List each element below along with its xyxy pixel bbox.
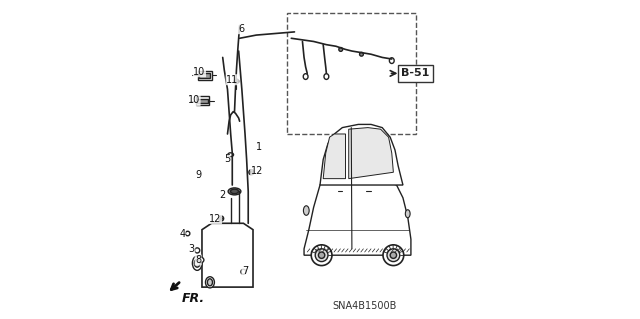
Ellipse shape [195, 248, 200, 253]
Ellipse shape [236, 80, 237, 83]
Ellipse shape [195, 259, 200, 267]
Ellipse shape [186, 231, 190, 236]
Ellipse shape [390, 252, 397, 258]
Bar [200, 73, 211, 78]
Bar [198, 71, 212, 80]
Text: 8: 8 [195, 255, 201, 265]
Ellipse shape [387, 249, 400, 262]
Polygon shape [349, 128, 394, 179]
Ellipse shape [405, 210, 410, 218]
Text: 3: 3 [189, 244, 195, 255]
Text: 12: 12 [209, 213, 221, 224]
Ellipse shape [228, 153, 234, 157]
Ellipse shape [339, 48, 342, 51]
Ellipse shape [230, 189, 239, 194]
Ellipse shape [383, 245, 404, 265]
Ellipse shape [303, 74, 308, 79]
Polygon shape [320, 124, 403, 185]
Text: 10: 10 [188, 95, 200, 106]
Ellipse shape [228, 188, 241, 195]
Ellipse shape [250, 171, 253, 174]
Ellipse shape [205, 277, 214, 288]
Polygon shape [304, 172, 411, 255]
Text: 11: 11 [226, 75, 239, 85]
Bar [197, 99, 208, 103]
Text: 10: 10 [193, 67, 205, 77]
Text: SNA4B1500B: SNA4B1500B [332, 300, 397, 311]
Ellipse shape [199, 257, 204, 263]
Text: 5: 5 [224, 154, 230, 165]
Ellipse shape [207, 279, 212, 286]
Bar [287, 13, 416, 134]
Ellipse shape [303, 206, 309, 215]
Polygon shape [202, 223, 253, 287]
Ellipse shape [234, 79, 239, 84]
Ellipse shape [249, 170, 254, 175]
Polygon shape [323, 134, 346, 179]
Ellipse shape [319, 252, 324, 258]
Text: 6: 6 [238, 24, 244, 34]
Text: 12: 12 [251, 166, 263, 176]
Text: 9: 9 [196, 170, 202, 181]
Ellipse shape [220, 218, 222, 219]
Text: 4: 4 [179, 229, 185, 240]
Text: 2: 2 [220, 189, 226, 200]
Ellipse shape [316, 249, 328, 262]
Text: B-51: B-51 [401, 68, 429, 78]
Ellipse shape [389, 58, 394, 63]
Ellipse shape [218, 216, 223, 221]
Text: 1: 1 [256, 142, 262, 152]
Ellipse shape [311, 245, 332, 265]
Text: 7: 7 [242, 266, 248, 276]
Ellipse shape [360, 52, 364, 56]
Ellipse shape [193, 256, 202, 271]
Ellipse shape [324, 74, 329, 79]
Bar [196, 96, 209, 105]
Ellipse shape [241, 269, 246, 274]
Text: FR.: FR. [181, 292, 204, 305]
